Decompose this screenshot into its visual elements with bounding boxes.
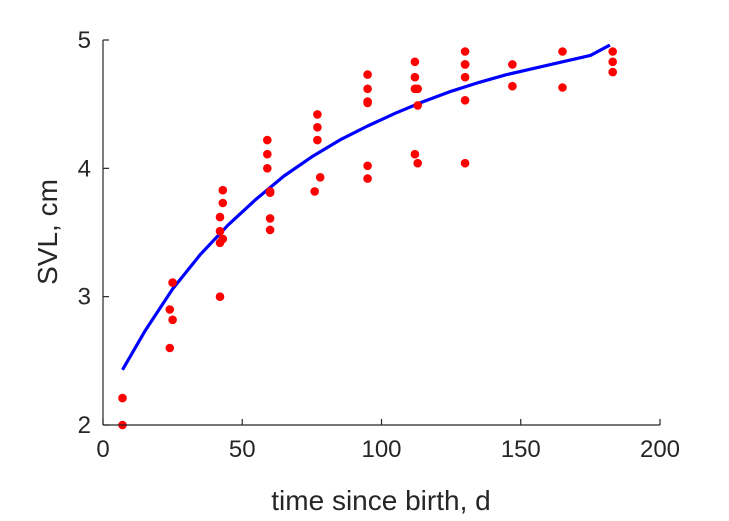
x-ticks: 0 50 100 150 200 — [96, 419, 680, 463]
data-point — [508, 81, 517, 91]
data-point — [218, 198, 228, 208]
x-tick-label: 50 — [229, 436, 256, 463]
data-point — [315, 173, 325, 182]
data-point — [363, 84, 372, 94]
data-point — [168, 278, 177, 287]
data-point — [608, 57, 617, 67]
data-point — [608, 47, 617, 56]
data-point — [460, 158, 470, 168]
data-point — [363, 174, 372, 183]
x-tick-label: 200 — [640, 436, 680, 463]
data-point — [410, 149, 420, 159]
data-point — [265, 214, 275, 223]
data-point — [313, 123, 322, 132]
x-tick-label: 150 — [501, 436, 541, 463]
y-tick-label: 3 — [78, 284, 91, 311]
data-point — [508, 60, 517, 69]
data-point — [218, 185, 228, 195]
data-point — [218, 234, 228, 244]
data-point — [215, 292, 225, 302]
y-tick-label: 5 — [78, 27, 91, 54]
x-tick-label: 0 — [96, 436, 109, 463]
y-tick-label: 4 — [78, 155, 91, 182]
data-point — [558, 47, 567, 56]
data-point — [313, 110, 322, 119]
data-point — [363, 161, 372, 171]
data-point — [265, 187, 275, 196]
y-axis-title: SVL, cm — [32, 179, 63, 285]
fit-curve-line — [121, 43, 611, 371]
data-point — [165, 343, 175, 353]
data-point — [460, 47, 470, 56]
data-point — [413, 158, 423, 168]
x-axis-title: time since birth, d — [271, 485, 490, 516]
y-tick-label: 2 — [78, 412, 91, 439]
data-point — [263, 135, 272, 145]
data-point — [118, 393, 127, 403]
data-point — [363, 70, 372, 79]
data-point — [215, 212, 225, 222]
data-point — [413, 84, 423, 94]
data-point — [460, 96, 470, 105]
data-point — [168, 315, 177, 325]
data-point — [165, 305, 175, 314]
plot-area — [118, 43, 617, 430]
data-point — [263, 164, 272, 173]
data-point — [265, 225, 275, 235]
y-ticks: 2 3 4 5 — [78, 27, 109, 439]
data-point — [460, 72, 470, 82]
data-point — [608, 67, 617, 77]
data-point — [410, 57, 420, 67]
data-point — [263, 149, 272, 159]
data-point — [313, 135, 322, 145]
data-point — [413, 101, 423, 110]
data-point — [215, 226, 225, 236]
data-point — [558, 83, 567, 92]
data-point — [363, 97, 372, 106]
data-point — [460, 60, 470, 69]
data-point — [410, 72, 420, 82]
x-tick-label: 100 — [361, 436, 401, 463]
data-point — [310, 187, 320, 196]
